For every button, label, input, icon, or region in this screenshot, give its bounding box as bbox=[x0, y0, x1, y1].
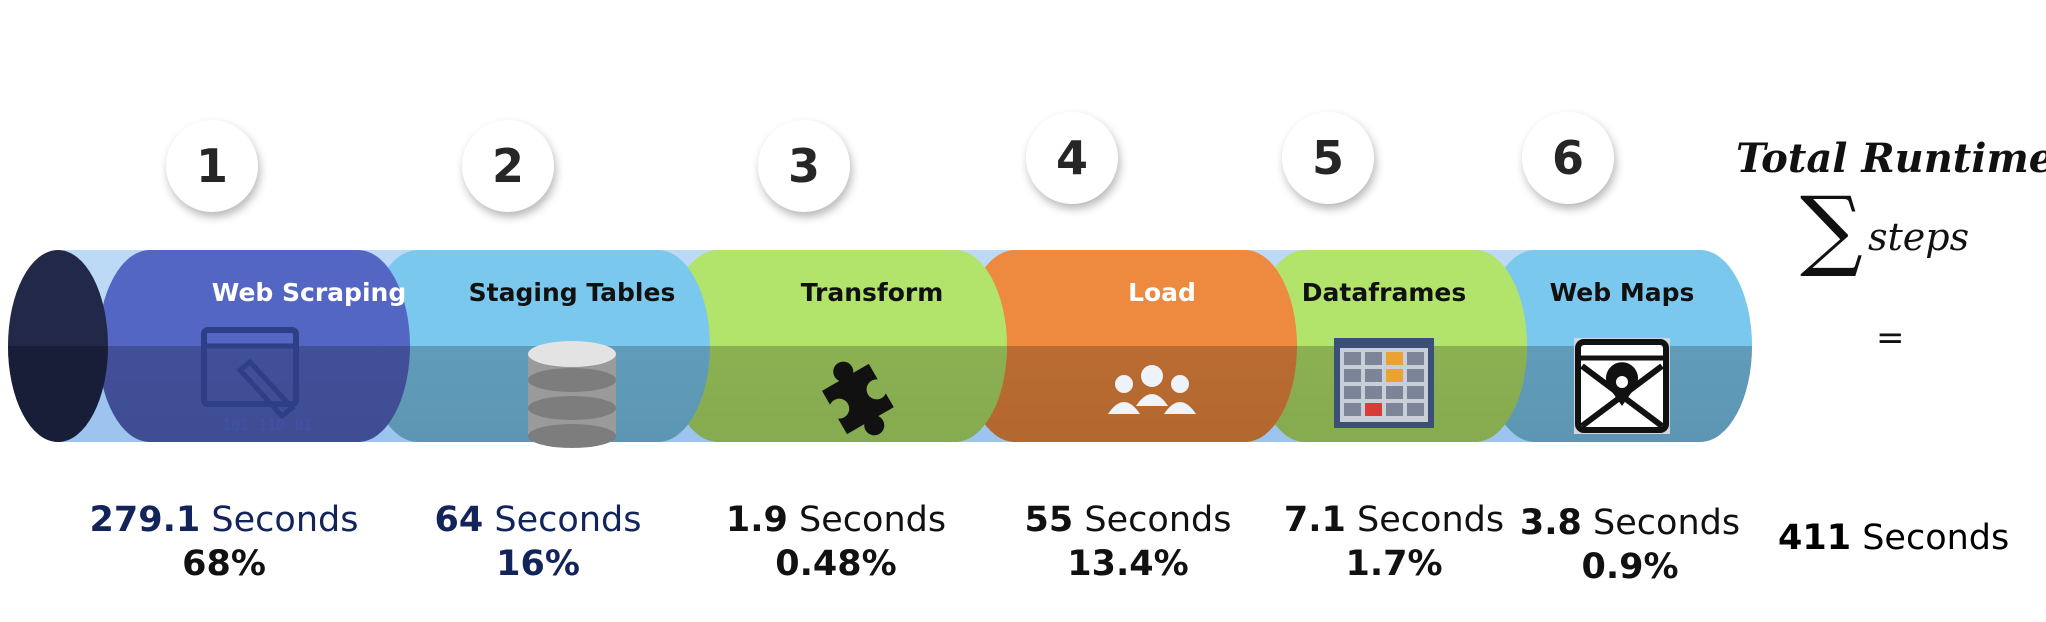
total-runtime-title: Total Runtime bbox=[1736, 135, 2046, 182]
stage-label-1: Web Scraping bbox=[211, 278, 407, 307]
stage-stat-5: 7.1 Seconds 1.7% bbox=[1284, 500, 1504, 584]
stage-percent: 13.4% bbox=[1067, 544, 1189, 584]
stage-label-6: Web Maps bbox=[1549, 278, 1695, 307]
stage-stat-1: 279.1 Seconds 68% bbox=[90, 500, 359, 584]
database-icon bbox=[528, 341, 616, 448]
sum-formula: ∑ steps bbox=[1800, 185, 2000, 295]
svg-text:101 110 01: 101 110 01 bbox=[222, 416, 312, 434]
stage-seconds-value: 279.1 bbox=[89, 500, 201, 540]
step-number-6: 6 bbox=[1522, 112, 1614, 204]
step-number-2: 2 bbox=[462, 120, 554, 212]
stage-percent: 68% bbox=[182, 544, 266, 584]
stage-stat-4: 55 Seconds 13.4% bbox=[1025, 500, 1232, 584]
total-seconds-unit: Seconds bbox=[1862, 518, 2010, 558]
stage-percent: 16% bbox=[496, 544, 580, 584]
stage-label-3: Transform bbox=[800, 278, 944, 307]
stage-segment-shade-4 bbox=[963, 250, 1297, 442]
step-number-1: 1 bbox=[166, 120, 258, 212]
stage-label-5: Dataframes bbox=[1301, 278, 1467, 307]
users-icon bbox=[1108, 365, 1196, 414]
step-number-5: 5 bbox=[1282, 112, 1374, 204]
total-runtime-value: 411 Seconds bbox=[1778, 518, 2009, 558]
stage-stat-6: 3.8 Seconds 0.9% bbox=[1520, 503, 1740, 587]
stage-seconds-value: 55 bbox=[1024, 500, 1074, 540]
stage-seconds-unit: Seconds bbox=[494, 500, 642, 540]
sum-symbol: ∑ bbox=[1800, 177, 1863, 280]
stage-seconds-unit: Seconds bbox=[1357, 500, 1505, 540]
stage-seconds-unit: Seconds bbox=[1084, 500, 1232, 540]
stage-seconds-unit: Seconds bbox=[211, 500, 359, 540]
stage-seconds-unit: Seconds bbox=[1593, 503, 1741, 543]
total-seconds-number: 411 bbox=[1778, 518, 1852, 558]
stage-percent: 0.48% bbox=[775, 544, 897, 584]
puzzle-icon bbox=[822, 361, 894, 436]
stage-stat-2: 64 Seconds 16% bbox=[435, 500, 642, 584]
sum-subscript: steps bbox=[1868, 215, 1970, 259]
stage-segment-shade-3 bbox=[666, 250, 1007, 442]
stage-seconds-value: 3.8 bbox=[1519, 503, 1582, 543]
step-number-4: 4 bbox=[1026, 112, 1118, 204]
stage-seconds-value: 64 bbox=[434, 500, 484, 540]
stage-seconds-value: 7.1 bbox=[1283, 500, 1346, 540]
stage-seconds-value: 1.9 bbox=[725, 500, 788, 540]
stage-label-2: Staging Tables bbox=[468, 278, 676, 307]
stage-label-4: Load bbox=[1128, 278, 1196, 307]
stage-percent: 1.7% bbox=[1345, 544, 1443, 584]
stage-percent: 0.9% bbox=[1581, 547, 1679, 587]
stage-stat-3: 1.9 Seconds 0.48% bbox=[726, 500, 946, 584]
web-map-icon bbox=[1574, 338, 1670, 434]
web-scraping-icon: 101 110 01 bbox=[201, 327, 312, 434]
step-number-3: 3 bbox=[758, 120, 850, 212]
stage-seconds-unit: Seconds bbox=[799, 500, 947, 540]
dataframe-table-icon bbox=[1334, 338, 1434, 428]
equals-sign: = bbox=[1876, 318, 1905, 358]
